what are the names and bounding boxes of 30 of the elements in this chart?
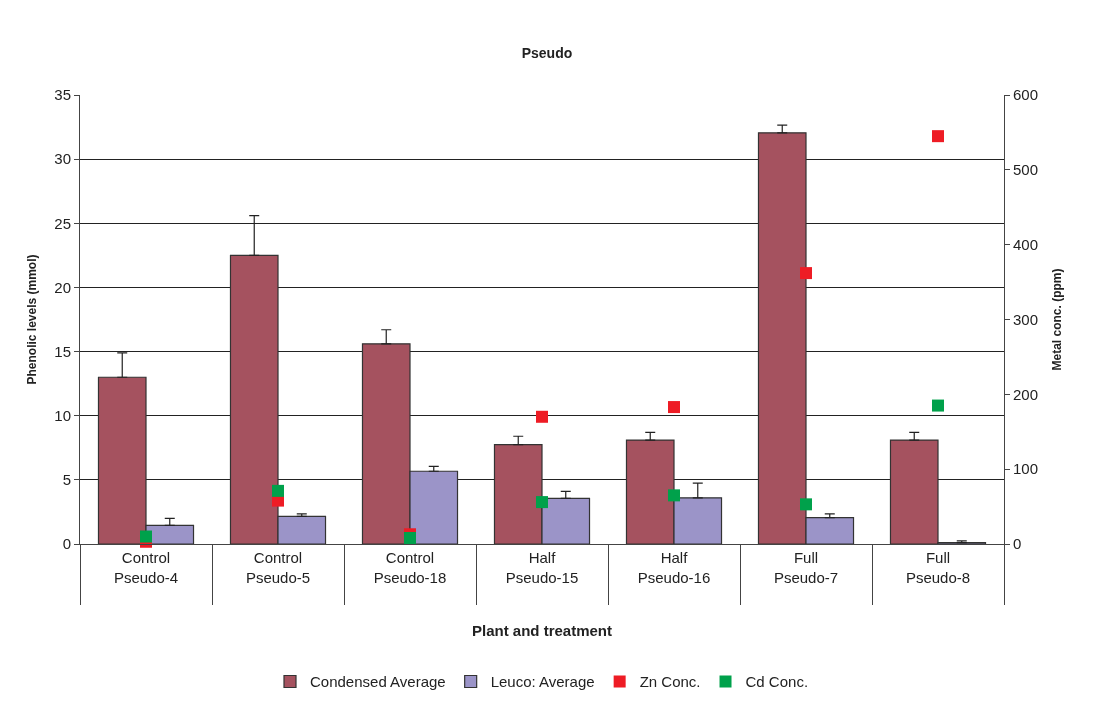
y-tick-label: 5 — [62, 471, 71, 489]
y2-tick-label: 200 — [1013, 385, 1039, 403]
x-tick-label: Control Pseudo-4 — [113, 549, 179, 586]
y2-tick-label: 400 — [1013, 235, 1039, 253]
legend-label: Condensed Average — [310, 673, 446, 691]
legend-label: Cd Conc. — [745, 673, 809, 691]
x-tick-label: Full Pseudo-8 — [905, 549, 971, 586]
y2-tick-label: 300 — [1013, 310, 1039, 328]
y-axis-title: Phenolic levels (mmol) — [24, 254, 39, 385]
x-tick-label: Half Pseudo-16 — [637, 549, 711, 586]
x-tick-label: Full Pseudo-7 — [773, 549, 839, 586]
y2-tick-label: 600 — [1013, 86, 1039, 104]
chart-title: Pseudo — [521, 45, 573, 62]
y2-tick-label: 100 — [1013, 460, 1039, 478]
y-tick-label: 20 — [54, 278, 71, 296]
legend-label: Leuco: Average — [490, 673, 595, 691]
x-axis-title: Plant and treatment — [471, 621, 613, 639]
y-tick-label: 30 — [54, 150, 71, 168]
y-tick-label: 25 — [54, 214, 71, 232]
y2-tick-label: 0 — [1013, 535, 1022, 553]
x-tick-label: Control Pseudo-5 — [245, 549, 311, 586]
y-tick-label: 10 — [54, 406, 71, 424]
y-tick-label: 0 — [62, 535, 71, 553]
y-tick-label: 15 — [54, 342, 71, 360]
x-tick-label: Control Pseudo-18 — [373, 549, 447, 586]
y-tick-label: 35 — [54, 86, 71, 104]
x-tick-label: Half Pseudo-15 — [505, 549, 579, 586]
y2-tick-label: 500 — [1013, 161, 1039, 179]
legend-label: Zn Conc. — [639, 673, 701, 691]
y2-axis-title: Metal conc. (ppm) — [1049, 268, 1064, 371]
